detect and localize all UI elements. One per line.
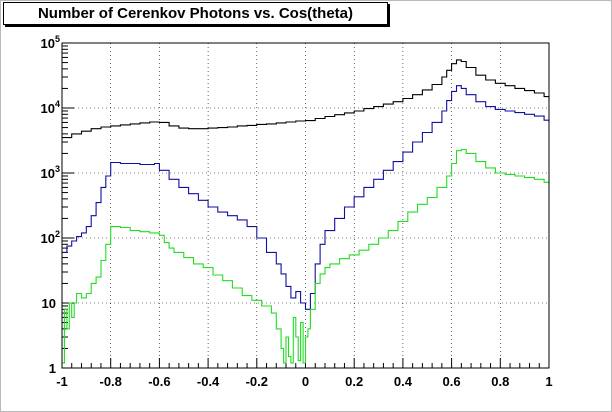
- x-tick-label: 0.8: [491, 374, 509, 389]
- x-tick-label: -0.4: [197, 374, 220, 389]
- x-tick-label: 1: [545, 374, 552, 389]
- y-tick-label: 104: [41, 99, 60, 116]
- x-tick-label: -1: [56, 374, 68, 389]
- x-tick-label: -0.2: [246, 374, 268, 389]
- plot-frame: [61, 42, 550, 369]
- series-line-2: [62, 148, 550, 364]
- y-tick-label: 1: [49, 361, 56, 376]
- x-tick-label: 0.4: [394, 374, 413, 389]
- x-tick-label: -0.6: [148, 374, 170, 389]
- y-tick-label: 105: [41, 34, 60, 51]
- x-tick-label: -0.8: [99, 374, 121, 389]
- x-tick-label: 0.6: [443, 374, 461, 389]
- x-tick-label: 0: [302, 374, 309, 389]
- series-line-0: [62, 59, 550, 139]
- chart-title: Number of Cerenkov Photons vs. Cos(theta…: [37, 5, 354, 22]
- y-tick-label: 10: [42, 296, 56, 311]
- x-tick-label: 0.2: [345, 374, 363, 389]
- chart-title-box: Number of Cerenkov Photons vs. Cos(theta…: [3, 2, 388, 25]
- series-line-1: [62, 85, 550, 310]
- y-tick-label: 103: [41, 164, 60, 181]
- plot-area: [62, 43, 549, 368]
- y-tick-label: 102: [41, 229, 60, 246]
